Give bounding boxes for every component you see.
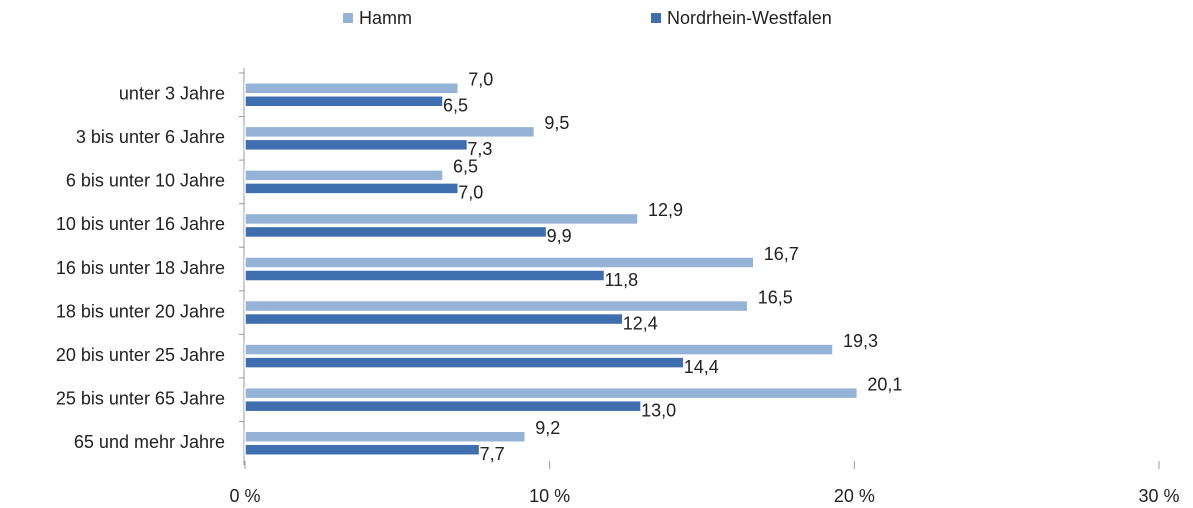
- data-label: 13,0: [641, 400, 676, 420]
- bar: [244, 256, 755, 269]
- data-label: 12,9: [648, 200, 683, 220]
- legend-label: Nordrhein-Westfalen: [667, 8, 832, 28]
- bar: [244, 386, 859, 400]
- y-tick-label: 16 bis unter 18 Jahre: [56, 258, 225, 278]
- bar: [244, 299, 749, 313]
- x-tick-label: 20 %: [834, 486, 875, 506]
- y-tick-label: 6 bis unter 10 Jahre: [66, 171, 225, 191]
- data-label: 6,5: [453, 157, 478, 177]
- data-label: 6,5: [443, 96, 468, 116]
- data-label: 20,1: [867, 374, 902, 394]
- bar: [244, 225, 548, 239]
- data-label: 7,7: [480, 444, 505, 464]
- y-tick-label: 10 bis unter 16 Jahre: [56, 214, 225, 234]
- data-label: 9,9: [547, 226, 572, 246]
- bar: [244, 125, 536, 139]
- bar: [244, 95, 444, 108]
- bar: [244, 269, 606, 282]
- data-label: 11,8: [605, 270, 639, 290]
- x-tick-label: 10 %: [529, 486, 570, 506]
- bar: [244, 343, 834, 356]
- data-label: 16,5: [758, 287, 793, 307]
- legend-swatch: [343, 13, 353, 23]
- bar: [244, 182, 460, 195]
- x-tick-label: 30 %: [1138, 486, 1179, 506]
- y-tick-label: unter 3 Jahre: [119, 84, 225, 104]
- bar: [244, 356, 685, 369]
- y-tick-label: 25 bis unter 65 Jahre: [56, 388, 225, 408]
- data-label: 9,5: [544, 113, 569, 133]
- bar: [244, 169, 444, 182]
- bar: [244, 399, 642, 413]
- bar: [244, 312, 624, 326]
- y-tick-label: 3 bis unter 6 Jahre: [76, 127, 225, 147]
- bar: [244, 82, 460, 95]
- data-label: 7,3: [467, 139, 492, 159]
- x-tick-label: 0 %: [229, 486, 260, 506]
- bar: [244, 430, 527, 443]
- data-label: 16,7: [764, 244, 799, 264]
- data-label: 12,4: [623, 313, 658, 333]
- y-tick-label: 65 und mehr Jahre: [74, 432, 225, 452]
- bar: [244, 138, 469, 152]
- legend-label: Hamm: [359, 8, 412, 28]
- bar: [244, 212, 639, 226]
- data-label: 14,4: [684, 357, 719, 377]
- legend-swatch: [651, 13, 661, 23]
- y-tick-label: 18 bis unter 20 Jahre: [56, 301, 225, 321]
- bar: [244, 443, 481, 456]
- data-label: 19,3: [843, 331, 878, 351]
- data-label: 7,0: [458, 183, 483, 203]
- y-tick-label: 20 bis unter 25 Jahre: [56, 345, 225, 365]
- data-label: 9,2: [535, 418, 560, 438]
- data-label: 7,0: [468, 70, 493, 90]
